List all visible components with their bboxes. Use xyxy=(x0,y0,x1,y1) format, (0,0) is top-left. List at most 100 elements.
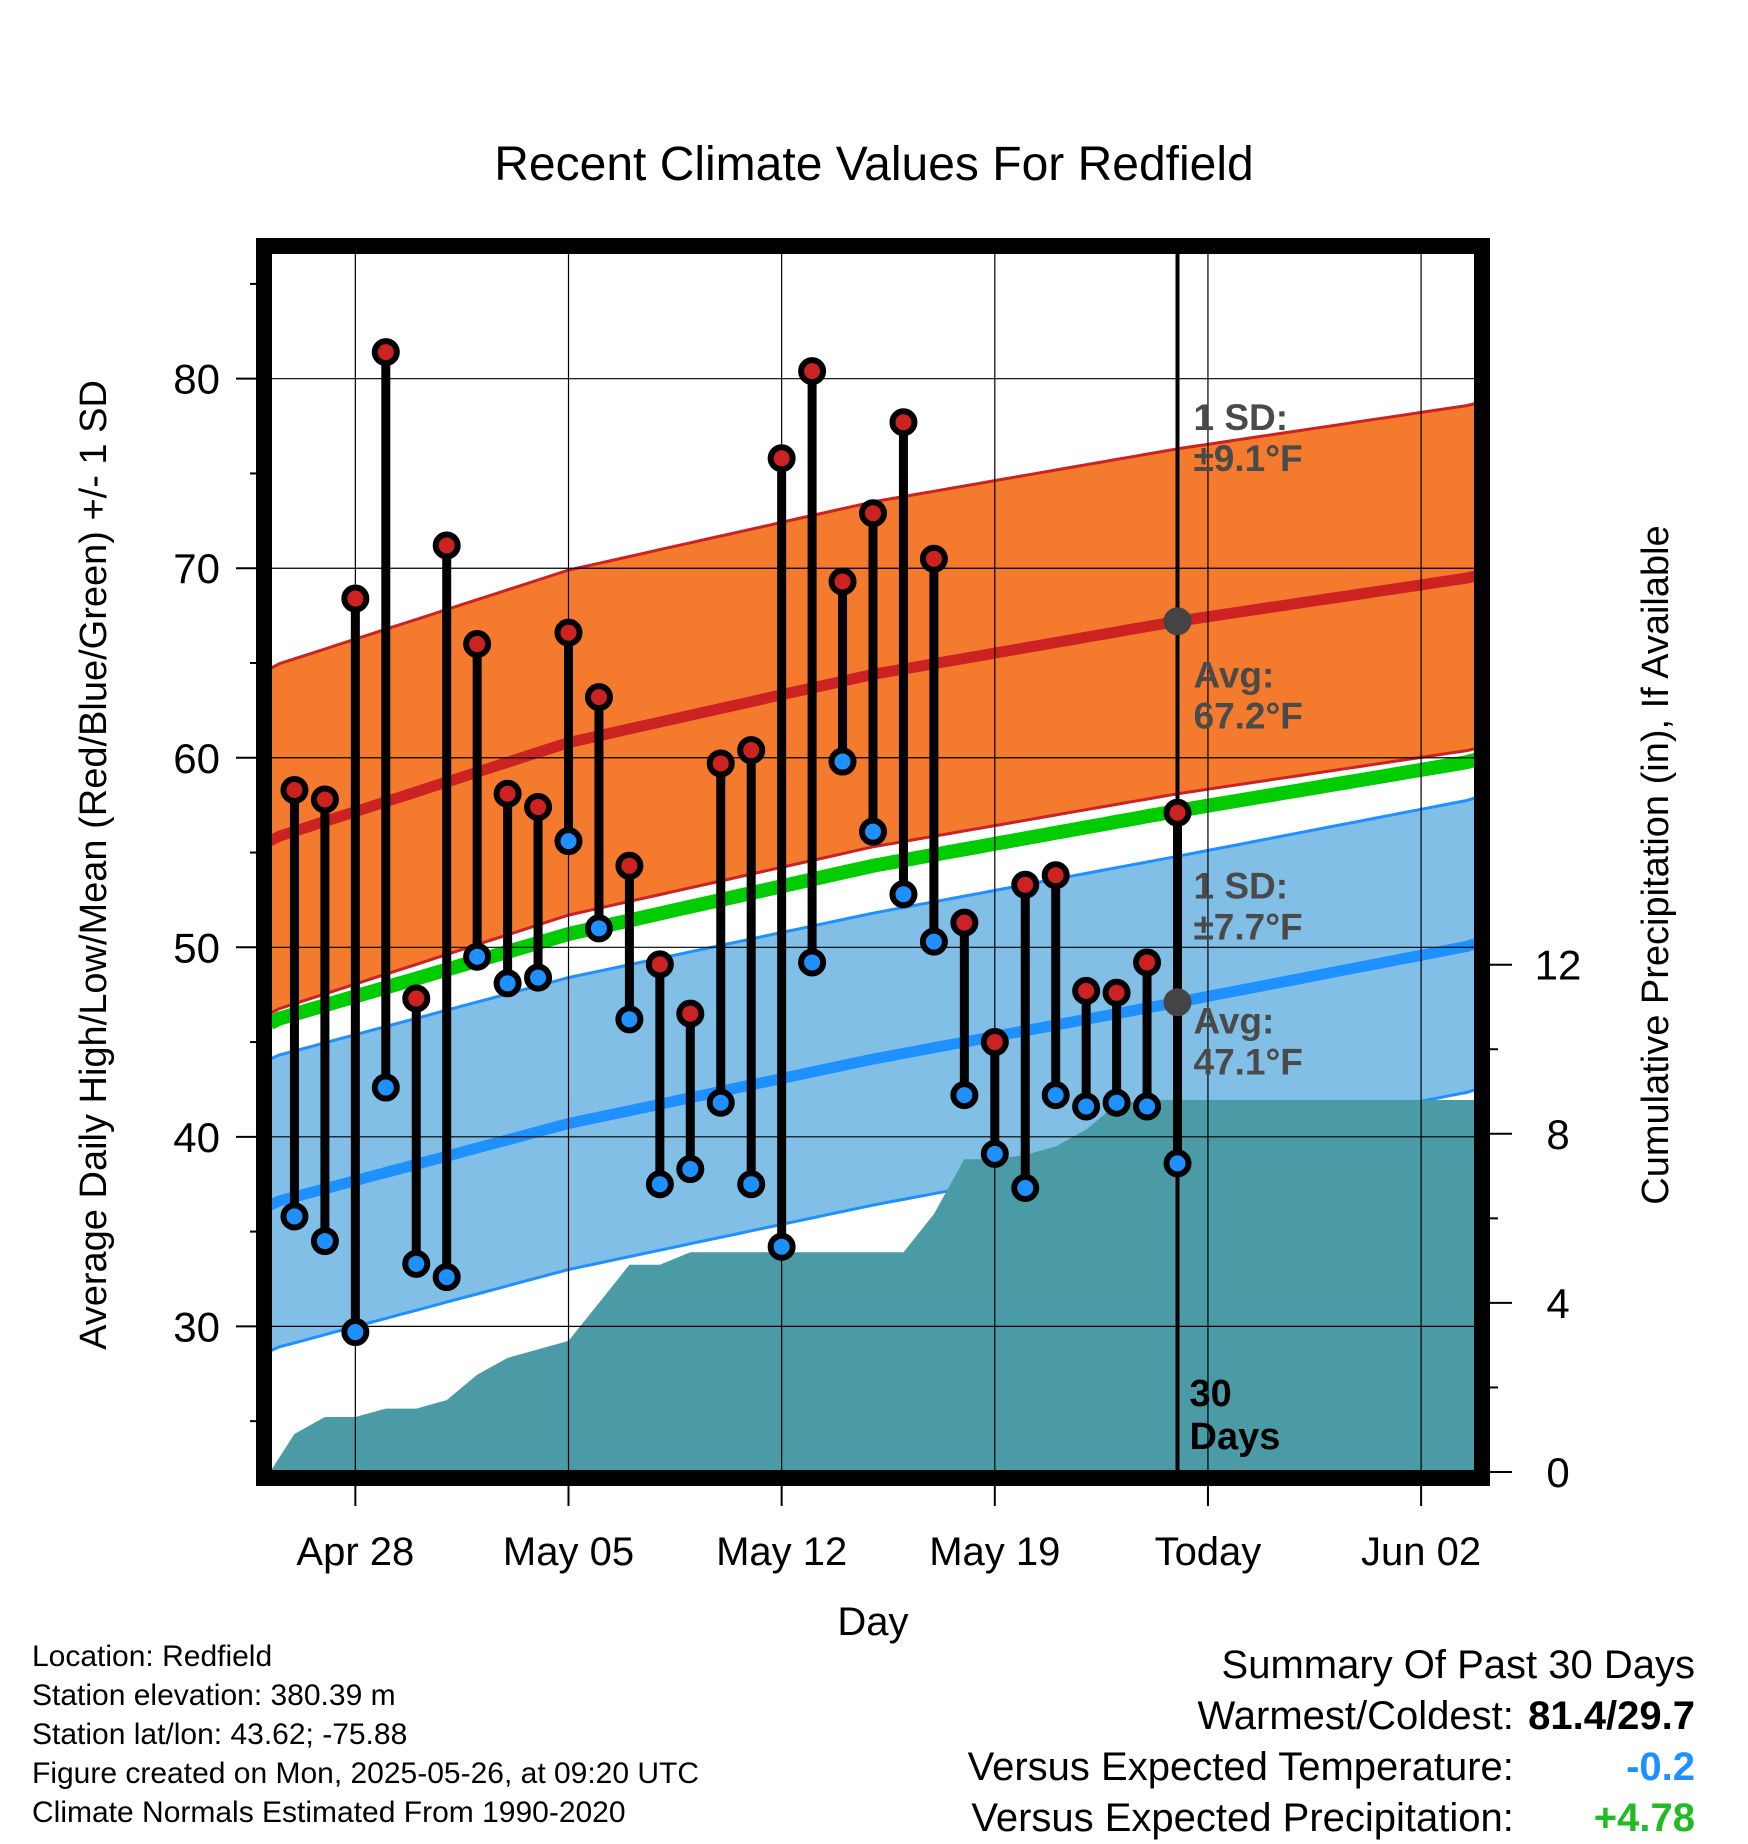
low-point xyxy=(645,1170,674,1199)
high-point xyxy=(889,408,918,437)
high-point xyxy=(706,749,735,778)
plot-frame xyxy=(256,238,1490,1486)
high-point xyxy=(980,1028,1009,1057)
high-point xyxy=(676,999,705,1028)
precip-area xyxy=(270,1100,1476,1472)
y2-tick-label: 4 xyxy=(1546,1280,1569,1327)
high-point xyxy=(584,683,613,712)
high-point xyxy=(615,851,644,880)
high-point xyxy=(767,444,796,473)
high-point xyxy=(737,736,766,765)
chart-title: Recent Climate Values For Redfield xyxy=(494,138,1253,191)
y-tick-label: 40 xyxy=(173,1114,220,1161)
x-axis-label: Day xyxy=(837,1600,908,1644)
high-sd-annotation: 1 SD: xyxy=(1194,397,1289,438)
low-point xyxy=(889,880,918,909)
low-avg-annotation: Avg: xyxy=(1194,1000,1275,1041)
low-sd-value-annotation: ±7.7°F xyxy=(1194,906,1303,947)
y-tick-label: 50 xyxy=(173,924,220,971)
high-point xyxy=(828,567,857,596)
precip-label: Versus Expected Precipitation: xyxy=(971,1796,1514,1840)
high-point xyxy=(645,950,674,979)
low-point xyxy=(402,1249,431,1278)
high-avg-value-annotation: 67.2°F xyxy=(1194,695,1303,736)
days-count-annotation: 30 xyxy=(1190,1373,1232,1415)
y2-axis-label: Cumulative Precipitation (in), If Availa… xyxy=(1635,525,1677,1204)
y2-tick-label: 0 xyxy=(1546,1449,1569,1496)
high-point xyxy=(371,338,400,367)
high-avg-marker xyxy=(1163,607,1192,636)
low-point xyxy=(1072,1092,1101,1121)
days-label-annotation: Days xyxy=(1190,1416,1281,1458)
low-point xyxy=(980,1139,1009,1168)
high-point xyxy=(859,499,887,528)
low-point xyxy=(280,1202,309,1231)
low-point xyxy=(859,817,887,846)
summary-warmest-row: Warmest/Coldest: 81.4/29.7 xyxy=(968,1691,1696,1742)
low-point xyxy=(493,969,522,998)
y2-tick-label: 12 xyxy=(1535,942,1582,989)
low-point xyxy=(737,1170,766,1199)
low-point xyxy=(584,914,613,943)
high-point xyxy=(554,618,583,647)
high-point xyxy=(1133,948,1162,977)
x-tick-label: Today xyxy=(1155,1530,1262,1574)
axes: Apr 28 May 05 May 12 May 19 Today Jun 0230405… xyxy=(173,238,1582,1574)
summary-panel: Summary Of Past 30 Days Warmest/Coldest:… xyxy=(968,1640,1695,1844)
low-avg-line xyxy=(267,938,1478,1211)
low-point xyxy=(310,1227,339,1256)
low-sd-upper-line xyxy=(269,796,1477,1061)
created-text: Figure created on Mon, 2025-05-26, at 09… xyxy=(32,1757,700,1790)
low-point xyxy=(919,927,948,956)
low-avg-marker xyxy=(1163,988,1192,1017)
high-point xyxy=(1163,798,1192,827)
y2-tick-label: 8 xyxy=(1546,1111,1569,1158)
y-tick-label: 80 xyxy=(173,356,220,403)
low-point xyxy=(463,942,492,971)
low-point xyxy=(524,963,553,992)
high-point xyxy=(432,531,461,560)
x-tick-label: May 19 xyxy=(929,1530,1060,1574)
high-point xyxy=(280,775,309,804)
x-tick-label: Jun 02 xyxy=(1361,1530,1481,1574)
high-point xyxy=(1102,978,1131,1007)
x-tick-label: May 05 xyxy=(503,1530,634,1574)
low-point xyxy=(371,1073,400,1102)
low-point xyxy=(1102,1088,1131,1117)
low-point xyxy=(1011,1174,1040,1203)
high-point xyxy=(1011,870,1040,899)
temp-value: -0.2 xyxy=(1626,1745,1695,1789)
low-avg-value-annotation: 47.1°F xyxy=(1194,1041,1303,1082)
high-point xyxy=(1072,976,1101,1005)
warm-value: 81.4/29.7 xyxy=(1528,1694,1695,1738)
normals-text: Climate Normals Estimated From 1990-2020 xyxy=(32,1796,626,1829)
low-point xyxy=(1163,1149,1192,1178)
low-point xyxy=(706,1088,735,1117)
summary-temp-row: Versus Expected Temperature: -0.2 xyxy=(968,1742,1695,1793)
high-point xyxy=(919,544,948,573)
high-point xyxy=(310,785,339,814)
warm-label: Warmest/Coldest: xyxy=(1197,1694,1514,1738)
daily-bars xyxy=(280,338,1192,1347)
latlon-text: Station lat/lon: 43.62; -75.88 xyxy=(32,1718,408,1751)
x-tick-label: Apr 28 xyxy=(296,1530,414,1574)
x-tick-label: May 12 xyxy=(716,1530,847,1574)
precip-value: +4.78 xyxy=(1593,1796,1695,1840)
high-point xyxy=(950,908,979,937)
high-point xyxy=(524,793,553,822)
high-avg-annotation: Avg: xyxy=(1194,654,1275,695)
summary-precip-row: Versus Expected Precipitation: +4.78 xyxy=(968,1793,1695,1844)
low-point xyxy=(1133,1092,1162,1121)
summary-title: Summary Of Past 30 Days xyxy=(1221,1643,1695,1687)
precip-area-fill xyxy=(270,1100,1476,1472)
high-point xyxy=(341,584,370,613)
low-point xyxy=(950,1081,979,1110)
low-sd-annotation: 1 SD: xyxy=(1194,865,1289,906)
y-tick-label: 30 xyxy=(173,1303,220,1350)
y-tick-label: 70 xyxy=(173,545,220,592)
high-point xyxy=(1041,861,1070,890)
high-point xyxy=(402,984,431,1013)
low-point xyxy=(341,1318,370,1347)
